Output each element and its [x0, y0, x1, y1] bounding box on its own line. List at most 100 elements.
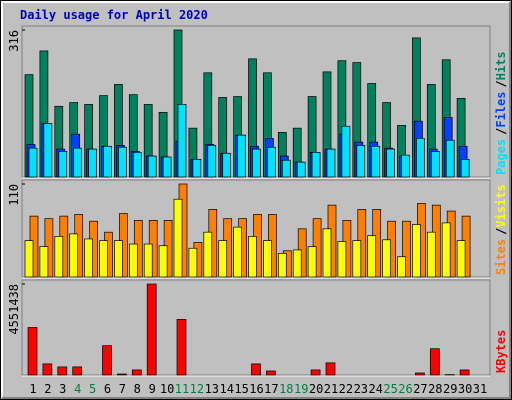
x-tick-label: 8: [134, 382, 141, 396]
bar: [386, 148, 395, 178]
bar: [24, 240, 34, 278]
bar: [459, 369, 470, 376]
bar: [356, 145, 366, 178]
bar: [352, 240, 362, 278]
bar: [277, 252, 287, 278]
bar: [416, 138, 425, 178]
bar: [73, 147, 83, 178]
panel: [21, 279, 491, 376]
bar: [173, 198, 183, 278]
x-tick-label: 30: [458, 382, 472, 396]
bar: [311, 151, 321, 178]
x-tick-label: 9: [149, 382, 156, 396]
bar: [99, 240, 108, 278]
x-tick-label: 13: [205, 382, 219, 396]
x-tick-label: 27: [413, 382, 427, 396]
bar: [118, 146, 127, 178]
bar: [292, 249, 302, 278]
bar: [263, 240, 272, 278]
bar: [207, 145, 217, 178]
x-tick-label: 5: [89, 382, 96, 396]
bar: [117, 373, 127, 376]
bar: [114, 240, 123, 278]
bar: [237, 134, 246, 178]
bar: [143, 243, 153, 278]
legend: KBytes: [494, 330, 508, 373]
bar: [188, 247, 198, 278]
legend-entry: Visits: [494, 184, 508, 227]
bar: [58, 151, 68, 178]
bar: [310, 369, 321, 376]
bar: [27, 327, 38, 376]
legend-entry: KBytes: [494, 330, 508, 373]
bar: [326, 148, 336, 178]
bar: [266, 370, 276, 376]
x-tick-label: 28: [428, 382, 442, 396]
legend-separator: /: [494, 228, 508, 235]
x-tick-label: 1: [29, 382, 36, 396]
bar: [147, 155, 157, 178]
bar: [248, 236, 257, 278]
x-tick-label: 21: [324, 382, 338, 396]
legend: Sites /Visits: [494, 184, 508, 275]
bar: [252, 148, 261, 178]
bar: [325, 362, 336, 376]
bar: [267, 146, 276, 178]
legend-entry: Files: [494, 92, 508, 128]
legend-entry: Sites: [494, 239, 508, 275]
bar: [42, 363, 53, 376]
bar: [28, 147, 38, 178]
bar: [445, 139, 455, 178]
x-tick-label: 19: [294, 382, 308, 396]
bar: [307, 246, 317, 278]
bar: [251, 363, 261, 376]
bar: [103, 145, 112, 178]
bar: [158, 245, 168, 278]
x-tick-label: 14: [219, 382, 233, 396]
legend-entry: Pages: [494, 139, 508, 175]
x-tick-label: 16: [249, 382, 263, 396]
bar: [72, 366, 83, 376]
bar: [429, 348, 440, 376]
bar: [146, 283, 157, 376]
x-tick-label: 10: [160, 382, 174, 396]
bar: [192, 158, 202, 178]
bar: [415, 372, 425, 376]
bar: [57, 366, 68, 376]
bar: [412, 224, 421, 278]
x-tick-label: 24: [368, 382, 382, 396]
bar: [367, 235, 377, 278]
x-tick-label: 25: [383, 382, 397, 396]
bar: [337, 241, 347, 278]
y-tick-label: 4551438: [7, 284, 21, 335]
bar: [162, 156, 172, 178]
x-tick-label: 26: [398, 382, 412, 396]
bar: [43, 123, 53, 178]
bar: [401, 154, 410, 178]
bar: [281, 159, 291, 178]
x-tick-label: 4: [74, 382, 81, 396]
bar: [128, 243, 138, 278]
x-tick-label: 2: [44, 382, 51, 396]
bar: [426, 231, 436, 278]
y-tick-label: 316: [7, 30, 21, 52]
x-tick-label: 18: [279, 382, 293, 396]
bar: [233, 226, 242, 278]
y-tick-label: 110: [7, 184, 21, 206]
bar: [397, 256, 406, 278]
legend-entry: Hits: [494, 51, 508, 80]
bar: [132, 151, 142, 178]
bar: [382, 239, 391, 278]
bar: [430, 151, 440, 178]
x-tick-label: 7: [119, 382, 126, 396]
bar: [371, 145, 381, 178]
bar: [456, 240, 466, 278]
x-tick-label: 11: [175, 382, 189, 396]
bar: [88, 148, 97, 178]
bar: [218, 240, 228, 278]
bar: [222, 152, 232, 178]
x-tick-label: 3: [59, 382, 66, 396]
x-tick-label: 12: [190, 382, 204, 396]
